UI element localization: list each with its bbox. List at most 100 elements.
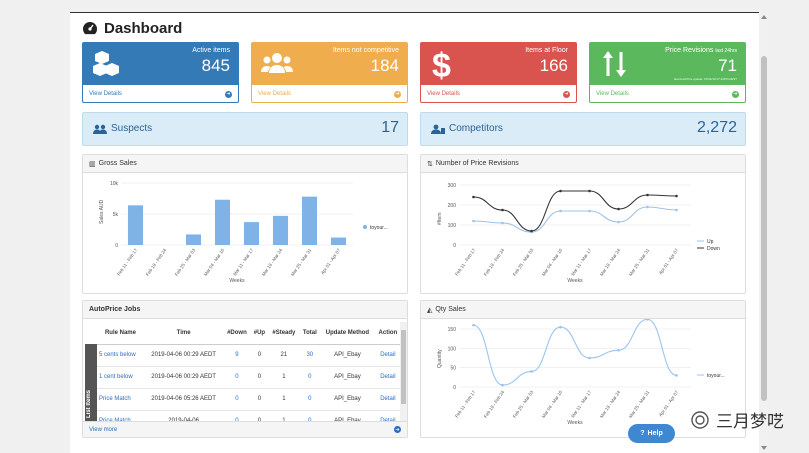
view-details-link[interactable]: View Details [89,91,122,97]
x-tick-label: Mar 11 - Mar 17 [570,389,593,418]
competitors-count: 2,272 [696,119,737,136]
card-active-items[interactable]: Active items 845 View Details ➜ [82,42,239,103]
x-axis-label: Weeks [229,278,245,284]
jobs-footer[interactable]: View more ➜ [83,421,407,437]
data-point [501,383,504,387]
table-cell: 0 [250,365,269,388]
jobs-table-wrap[interactable]: List Items Rule Name Time #Down #Up #Steady T… [85,322,401,422]
panel-title: Number of Price Revisions [435,160,519,167]
data-point [472,219,475,223]
detail-link[interactable]: Detail [374,409,401,422]
arrow-right-icon[interactable]: ➜ [225,90,232,98]
detail-link[interactable]: Detail [374,343,401,366]
bar [185,234,202,245]
table-cell: 2019-04-06 05:26 AEDT [143,387,224,410]
view-details-link[interactable]: View Details [596,91,629,97]
watermark-text: 三月梦呓 [716,412,784,431]
users-icon [261,53,293,73]
page-header: Dashboard [82,17,182,39]
table-cell: 1 [268,387,300,410]
x-tick-label: Mar 11 - Mar 17 [232,247,255,276]
arrow-right-icon[interactable]: ➜ [394,90,401,98]
table-cell: 0 [250,409,269,422]
suspects-label: Suspects [93,123,152,134]
x-tick-label: Feb 11 - Feb 17 [116,247,139,276]
x-tick-label: Mar 11 - Mar 17 [570,247,593,276]
area-chart-icon: ◭ [427,306,433,314]
table-cell: 0 [299,365,321,388]
x-tick-label: Mar 04 - Mar 10 [541,389,564,418]
suspects-count: 17 [381,119,399,136]
table-cell: API_Ebay [320,387,375,410]
autoprice-jobs-panel: AutoPrice Jobs List Items Rule Name Time #… [82,300,408,438]
table-cell: API_Ebay [320,343,375,366]
x-tick-label: Apr 01 - Apr 07 [658,389,680,417]
x-tick-label: Feb 25 - Mar 03 [174,247,197,276]
scroll-down-arrow[interactable] [761,446,767,450]
panel-title: Gross Sales [98,160,137,167]
rule-name-link[interactable]: Price Match [97,409,144,422]
view-details-link[interactable]: View Details [258,91,291,97]
page-scrollbar[interactable] [759,12,769,453]
table-cell: 0 [299,409,321,422]
table-row[interactable]: 5 cents below 2019-04-06 00:29 AEDT 9 0 21 30… [97,343,401,366]
y-tick-label: 0 [453,243,456,249]
x-tick-label: Apr 01 - Apr 07 [320,247,342,275]
arrow-right-icon[interactable]: ➜ [732,90,739,98]
suspects-box[interactable]: Suspects 17 [82,112,408,146]
card-not-competitive[interactable]: Items not competitive 184 View Details ➜ [251,42,408,103]
list-items-tab[interactable]: List Items [85,344,97,422]
card-label: Items not competitive [332,47,399,54]
data-point [617,207,620,211]
rule-name-link[interactable]: 5 cents below [97,343,144,366]
rule-name-link[interactable]: Price Match [97,387,144,410]
column-header: Time [143,322,224,345]
table-row[interactable]: Price Match 2019-04-06 05:26 AEDT 0 0 1 0 API_… [97,387,401,410]
data-point [617,220,620,224]
column-header: Total [299,322,321,345]
card-price-revisions[interactable]: Price Revisions last 24hrs 71 last AutoP… [589,42,746,103]
card-label: Items at Floor [525,47,568,54]
y-tick-label: 150 [448,327,457,333]
panel-title: Qty Sales [435,306,466,313]
data-point [501,221,504,225]
panel-header: ◭ Qty Sales [421,301,745,319]
card-items-at-floor[interactable]: $ Items at Floor 166 View Details ➜ [420,42,577,103]
table-cell: 30 [299,343,321,366]
x-tick-label: Feb 18 - Feb 24 [483,389,506,419]
series-line [473,206,677,233]
view-details-link[interactable]: View Details [427,91,460,97]
arrow-right-icon[interactable]: ➜ [563,90,570,98]
competitors-box[interactable]: Competitors 2,272 [420,112,746,146]
rule-name-link[interactable]: 1 cent below [97,365,144,388]
scroll-up-arrow[interactable] [761,15,767,19]
column-header: #Steady [268,322,300,345]
data-point [675,374,678,377]
legend-label: toyour... [707,373,725,379]
y-tick-label: 5k [113,212,119,218]
arrows-updown-icon [603,51,626,77]
data-point [675,208,678,212]
data-point [559,209,562,213]
table-cell: 0 [299,387,321,410]
panel-header: ▥ Gross Sales [83,155,407,173]
bar [214,199,231,245]
jobs-scrollbar[interactable] [400,322,407,422]
detail-link[interactable]: Detail [374,365,401,388]
table-row[interactable]: 1 cent below 2019-04-06 00:29 AEDT 0 0 1 0 API… [97,365,401,388]
card-subtext: last AutoPrice update: 07/04/19 07:42PM … [673,77,737,81]
arrow-right-icon[interactable]: ➜ [394,426,401,433]
legend-marker [363,225,367,229]
data-point [559,189,562,193]
gross-sales-chart: 0 5k 10k Sales AUD Feb 11 - Feb 17 Feb 18 - F… [99,181,388,284]
data-point [588,356,591,360]
table-cell: 0 [223,387,251,410]
x-tick-label: Mar 04 - Mar 10 [541,247,564,276]
user-tie-icon [431,124,445,134]
view-more-link[interactable]: View more [89,426,118,433]
scrollbar-thumb[interactable] [761,56,767,401]
detail-link[interactable]: Detail [374,387,401,410]
data-point [501,208,504,212]
help-button[interactable]: ? Help [628,424,675,443]
